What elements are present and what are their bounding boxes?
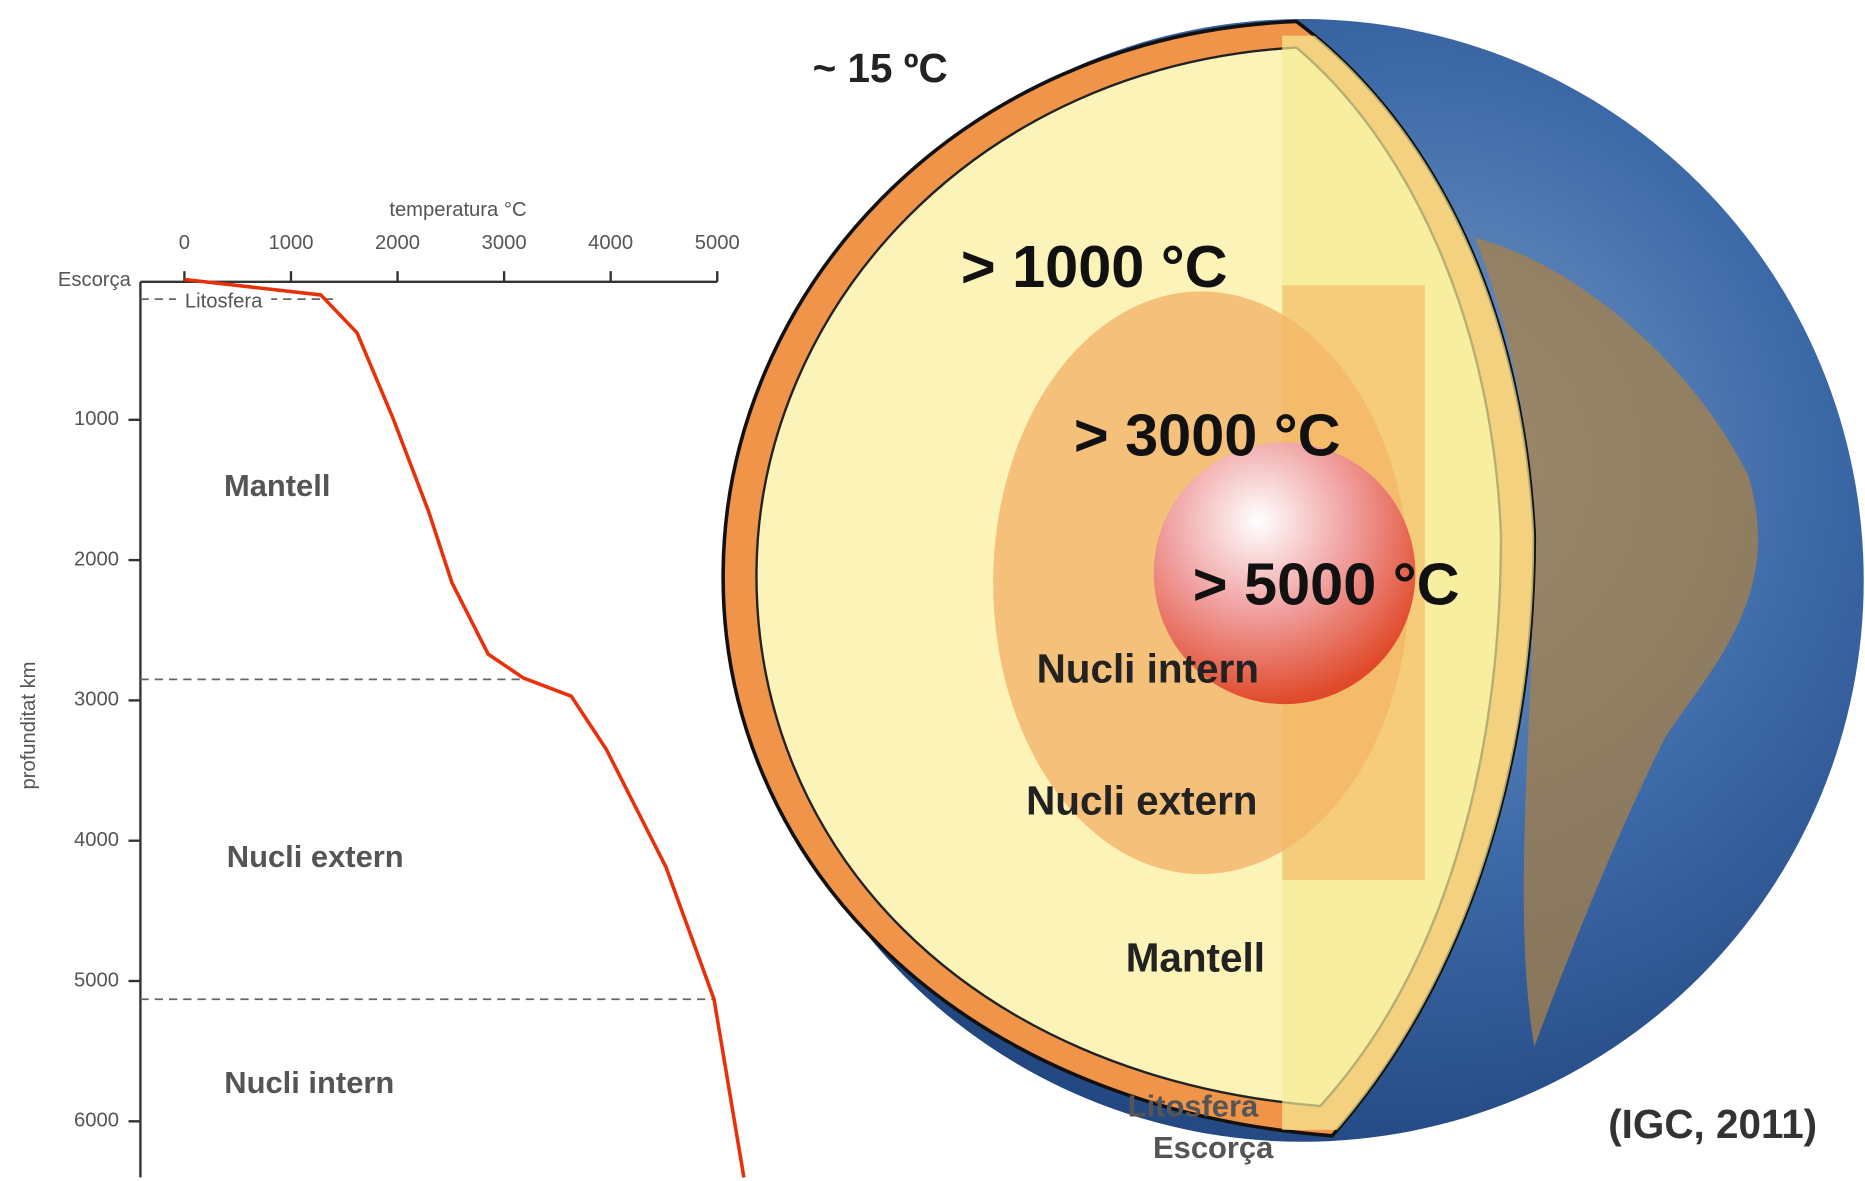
y-tick-label: 2000 xyxy=(74,548,119,570)
diagram-label: > 5000 °C xyxy=(1193,550,1460,617)
region-label: Nucli extern xyxy=(227,839,404,874)
inner-core xyxy=(1153,442,1416,705)
y-tick-label: 1000 xyxy=(74,408,119,430)
region-label: Litosfera xyxy=(185,290,263,312)
x-tick-label: 4000 xyxy=(588,232,633,254)
y-tick-label: 5000 xyxy=(74,969,119,991)
region-label: Nucli intern xyxy=(224,1065,394,1100)
land xyxy=(1474,237,1759,1047)
diagram-label: ~ 15 ºC xyxy=(813,45,948,91)
label-bg xyxy=(176,291,272,313)
region-label: Escorça xyxy=(58,269,132,291)
x-tick-label: 3000 xyxy=(482,232,527,254)
diagram-label: > 1000 °C xyxy=(961,233,1228,300)
globe xyxy=(721,19,1864,1142)
temperature-curve xyxy=(184,277,746,1178)
y-tick-label: 4000 xyxy=(74,829,119,851)
y-tick-label: 3000 xyxy=(74,689,119,711)
y-tick-label: 6000 xyxy=(74,1110,119,1132)
x-tick-label: 5000 xyxy=(695,232,740,254)
x-tick-label: 1000 xyxy=(269,232,314,254)
diagram-label: > 3000 °C xyxy=(1074,402,1341,469)
x-tick-label: 0 xyxy=(179,232,190,254)
region-label: Mantell xyxy=(224,468,330,503)
diagram-label: Nucli intern xyxy=(1037,646,1259,692)
diagram-label: Litosfera xyxy=(1128,1089,1259,1124)
x-tick-label: 2000 xyxy=(375,232,420,254)
diagram-label: Escorça xyxy=(1153,1130,1274,1165)
diagram-label: Nucli extern xyxy=(1026,778,1257,824)
x-axis-title: temperatura °C xyxy=(389,199,526,221)
diagram-label: Mantell xyxy=(1126,935,1265,981)
source: (IGC, 2011) xyxy=(1608,1101,1817,1147)
y-axis-title: profunditat km xyxy=(18,661,40,789)
